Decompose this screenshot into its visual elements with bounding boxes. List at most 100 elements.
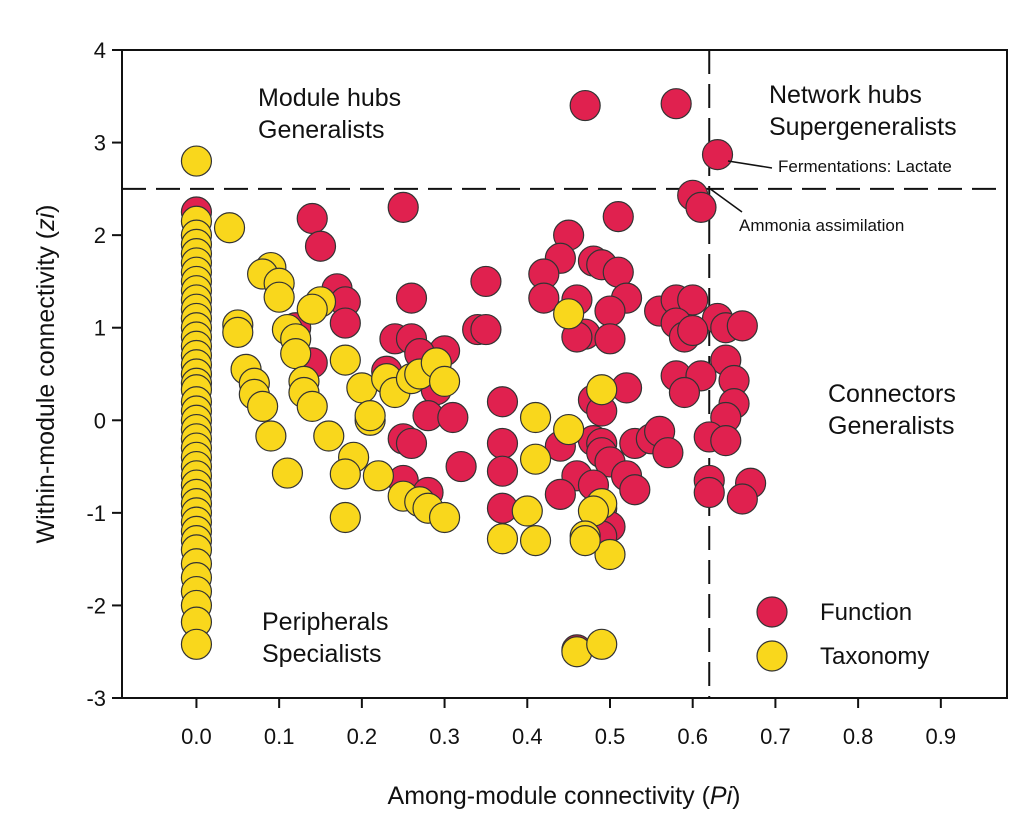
function-point (726, 310, 758, 342)
function-point (619, 474, 651, 506)
x-tick-label: 0.8 (843, 724, 874, 749)
quadrant-peripherals-title: Peripherals (262, 608, 388, 636)
taxonomy-point (586, 628, 618, 660)
y-tick-label: 0 (94, 408, 106, 433)
function-point (445, 450, 477, 483)
annotation-leader-ammonia (708, 187, 743, 213)
function-point (395, 282, 428, 314)
y-tick-label: 4 (94, 38, 106, 63)
function-point (544, 478, 576, 510)
x-axis-title: Among-module connectivity (Pi) (388, 782, 741, 810)
annotation-leader-lactate (727, 160, 773, 169)
x-tick-label: 0.3 (429, 724, 460, 749)
taxonomy-point (553, 298, 585, 330)
function-point (677, 314, 709, 347)
taxonomy-point (553, 413, 585, 446)
y-tick-label: 1 (94, 316, 106, 341)
taxonomy-point (271, 457, 304, 489)
taxonomy-point (428, 365, 461, 398)
legend-function-label: Function (820, 599, 912, 626)
x-tick-label: 0.1 (264, 724, 295, 749)
taxonomy-point (486, 523, 519, 555)
function-series (180, 88, 767, 666)
taxonomy-point (586, 374, 618, 406)
taxonomy-series (180, 145, 626, 668)
y-axis-ticks: -3 -2 -1 0 1 2 3 4 (86, 38, 122, 711)
taxonomy-point (313, 420, 345, 452)
y-tick-label: 3 (94, 131, 106, 156)
quadrant-peripherals-subtitle: Specialists (262, 640, 382, 668)
function-point (693, 476, 725, 509)
x-axis-ticks: 0.0 0.1 0.2 0.3 0.4 0.5 0.6 0.7 0.8 0.9 (181, 698, 956, 749)
function-point (726, 483, 758, 515)
legend-taxonomy-label: Taxonomy (820, 643, 929, 670)
quadrant-module-hubs-subtitle: Generalists (258, 116, 384, 144)
legend-function-marker (756, 596, 788, 628)
x-tick-label: 0.4 (512, 724, 543, 749)
taxonomy-point (247, 390, 279, 422)
quadrant-module-hubs-title: Module hubs (258, 84, 401, 112)
function-point (387, 191, 419, 223)
taxonomy-point (428, 501, 461, 534)
function-point (594, 323, 626, 355)
function-point (437, 401, 469, 434)
taxonomy-point (519, 443, 552, 475)
x-tick-label: 0.9 (926, 724, 957, 749)
function-point (668, 376, 701, 409)
annotation-ammonia: Ammonia assimilation (739, 216, 904, 235)
y-axis-title: Within-module connectivity (zi) (32, 204, 60, 543)
x-tick-label: 0.5 (595, 724, 626, 749)
annotation-lactate: Fermentations: Lactate (778, 157, 952, 176)
function-point (528, 282, 560, 314)
x-tick-label: 0.2 (347, 724, 378, 749)
taxonomy-point (329, 501, 361, 534)
y-tick-label: -1 (86, 501, 106, 526)
taxonomy-point (329, 344, 361, 376)
function-point (329, 307, 361, 339)
taxonomy-point (180, 145, 213, 177)
function-point (569, 89, 601, 122)
function-point (470, 265, 502, 298)
function-point (395, 427, 428, 460)
y-tick-label: 2 (94, 223, 106, 248)
taxonomy-point (296, 293, 328, 325)
taxonomy-point (180, 628, 213, 660)
function-point (486, 386, 519, 418)
quadrant-network-hubs-subtitle: Supergeneralists (769, 113, 957, 141)
function-point (470, 313, 502, 346)
taxonomy-point (362, 460, 395, 492)
function-point (602, 201, 634, 233)
function-point (304, 230, 337, 262)
legend-taxonomy-marker (756, 640, 788, 672)
taxonomy-point (569, 525, 601, 557)
legend: Function Taxonomy (756, 596, 929, 672)
taxonomy-point (519, 401, 552, 434)
function-point (594, 295, 626, 327)
function-point (701, 139, 734, 171)
taxonomy-point (594, 538, 626, 571)
taxonomy-point (354, 400, 386, 432)
function-point (710, 425, 742, 457)
quadrant-connectors-title: Connectors (828, 380, 956, 408)
y-tick-label: -3 (86, 686, 106, 711)
taxonomy-point (222, 316, 254, 348)
y-tick-label: -2 (86, 593, 106, 618)
taxonomy-point (519, 525, 552, 557)
function-point (486, 427, 519, 460)
taxonomy-point (255, 420, 287, 452)
taxonomy-point (280, 338, 312, 370)
quadrant-network-hubs-title: Network hubs (769, 81, 922, 109)
function-point (685, 191, 717, 223)
x-tick-label: 0.0 (181, 724, 212, 749)
plot-frame (121, 49, 1008, 699)
x-tick-label: 0.6 (677, 724, 708, 749)
quadrant-connectors-subtitle: Generalists (828, 412, 954, 440)
taxonomy-point (511, 495, 543, 527)
function-point (660, 88, 692, 120)
taxonomy-point (329, 458, 361, 490)
function-point (486, 455, 519, 487)
function-point (296, 202, 328, 235)
x-tick-label: 0.7 (760, 724, 791, 749)
taxonomy-point (263, 281, 295, 313)
